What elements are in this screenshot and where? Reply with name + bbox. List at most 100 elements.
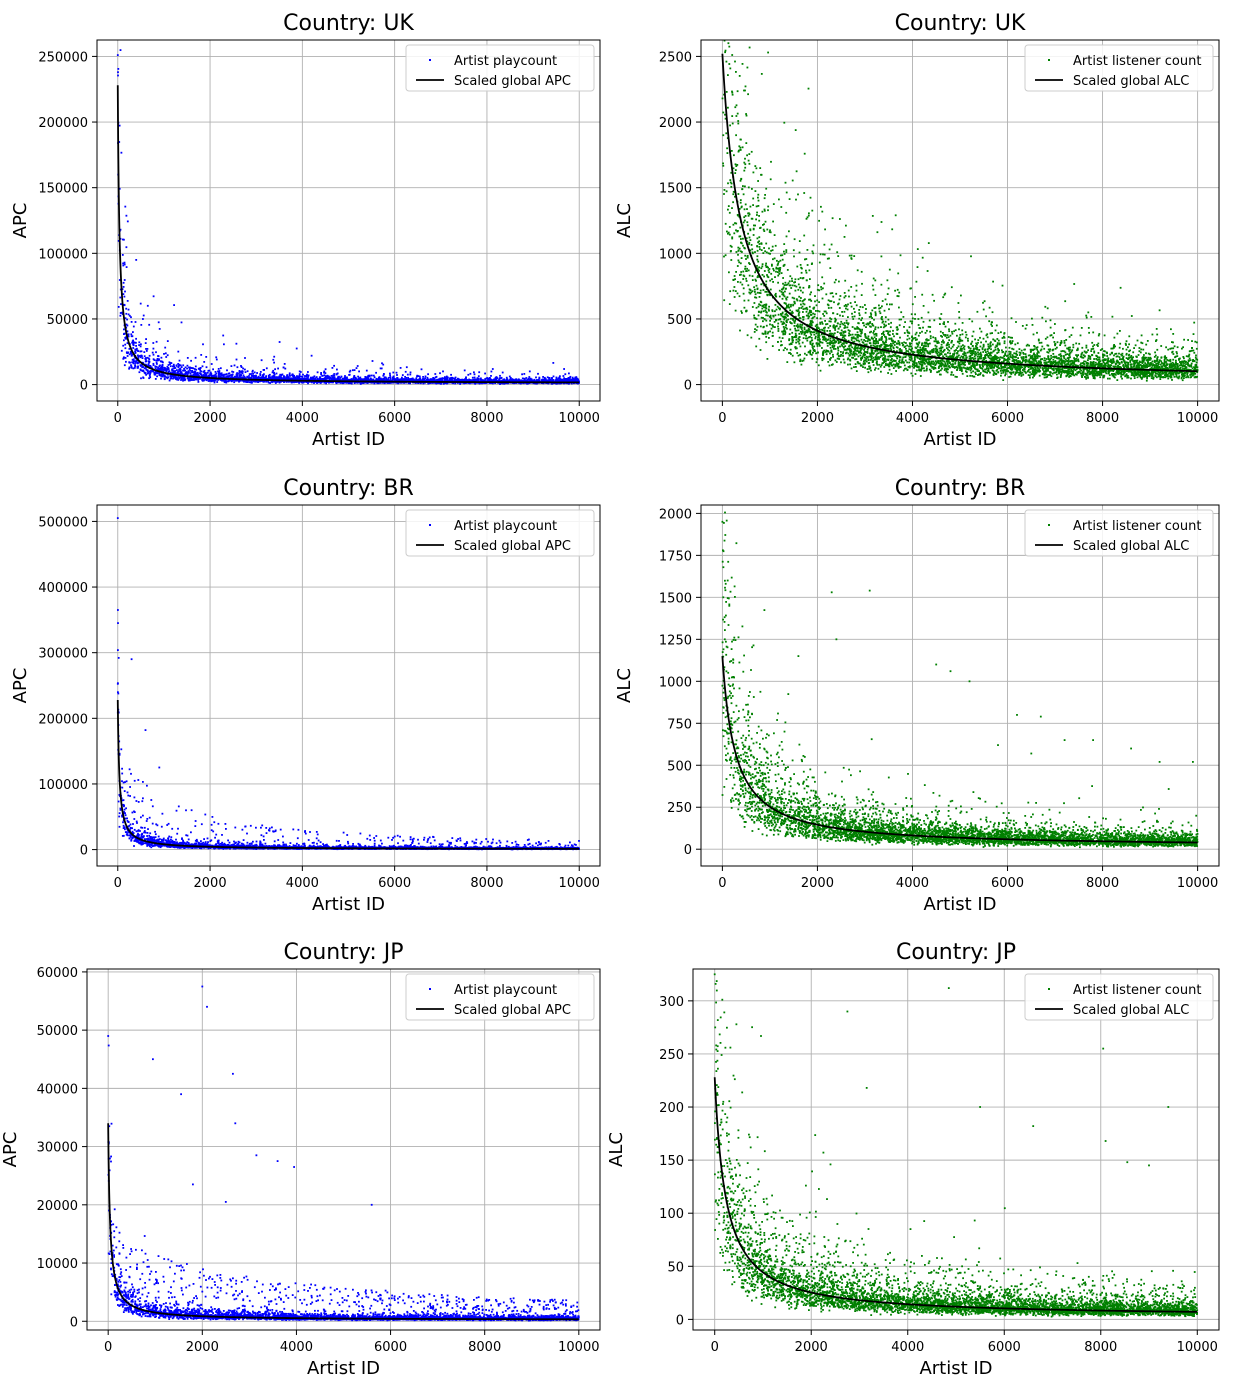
data-point (1159, 378, 1162, 380)
data-point (146, 348, 149, 350)
data-point (807, 87, 810, 90)
data-point (525, 379, 527, 382)
data-point (491, 380, 493, 382)
data-point (870, 313, 873, 316)
panel-title: Country: UK (283, 11, 414, 36)
data-point (837, 322, 839, 325)
data-point (401, 376, 403, 379)
data-point (738, 208, 741, 210)
data-point (537, 372, 539, 375)
data-point (1052, 336, 1054, 339)
data-point (346, 381, 348, 384)
data-point (1060, 361, 1063, 363)
data-point (928, 342, 931, 345)
data-point (878, 304, 880, 307)
data-point (847, 363, 849, 366)
data-point (316, 371, 319, 374)
data-point (419, 382, 422, 385)
data-point (267, 380, 270, 383)
data-point (842, 351, 845, 353)
data-point (288, 372, 291, 375)
data-point (323, 378, 326, 381)
data-point (1050, 375, 1053, 378)
data-point (729, 124, 731, 127)
data-point (256, 372, 258, 374)
data-point (558, 377, 561, 380)
data-point (982, 351, 985, 353)
data-point (731, 207, 733, 209)
data-point (568, 378, 571, 381)
data-point (387, 376, 390, 379)
data-point (383, 379, 386, 381)
data-point (137, 361, 140, 364)
data-point (815, 310, 817, 312)
data-point (389, 377, 392, 380)
data-point (1060, 341, 1063, 344)
data-point (513, 379, 515, 382)
data-point (263, 377, 266, 379)
data-point (790, 303, 792, 306)
data-point (167, 373, 169, 376)
data-point (1193, 321, 1196, 324)
data-point (350, 382, 353, 385)
data-point (882, 341, 885, 344)
data-point (1116, 359, 1118, 362)
data-point (432, 377, 435, 380)
data-point (273, 355, 276, 358)
data-point (155, 340, 158, 343)
data-point (929, 337, 932, 340)
data-point (177, 379, 180, 381)
data-point (170, 375, 173, 378)
data-point (249, 377, 251, 379)
data-point (364, 378, 366, 381)
data-point (125, 246, 128, 249)
data-point (165, 368, 168, 370)
data-point (504, 379, 507, 382)
data-point (1016, 342, 1019, 345)
data-point (1084, 351, 1087, 354)
data-point (526, 382, 529, 385)
data-point (132, 361, 135, 364)
data-point (236, 374, 239, 376)
data-point (764, 309, 767, 312)
data-point (818, 261, 821, 264)
data-point (770, 249, 772, 252)
data-point (1175, 374, 1178, 376)
data-point (1020, 356, 1023, 359)
data-point (305, 375, 308, 378)
data-point (259, 373, 262, 375)
data-point (271, 371, 274, 374)
data-point (155, 361, 158, 364)
data-point (172, 365, 174, 368)
data-point (163, 366, 165, 369)
data-point (343, 376, 346, 379)
data-point (415, 379, 417, 381)
data-point (859, 335, 862, 338)
data-point (132, 344, 135, 347)
data-point (239, 370, 242, 373)
data-point (139, 345, 142, 348)
data-point (757, 268, 760, 271)
data-point (426, 378, 429, 380)
data-point (454, 376, 457, 379)
data-point (546, 376, 549, 379)
data-point (757, 199, 760, 202)
data-point (1006, 355, 1008, 357)
data-point (922, 320, 925, 323)
data-point (326, 377, 328, 379)
data-point (333, 377, 336, 380)
data-point (137, 366, 139, 369)
data-point (393, 379, 396, 381)
data-point (235, 342, 238, 345)
data-point (324, 372, 327, 374)
data-point (877, 342, 879, 345)
data-point (794, 347, 797, 350)
data-point (130, 351, 132, 354)
data-point (192, 373, 195, 376)
data-point (797, 354, 800, 357)
data-point (815, 352, 817, 355)
data-point (1091, 371, 1094, 373)
data-point (358, 370, 360, 373)
data-point (793, 322, 796, 324)
data-point (477, 375, 480, 378)
